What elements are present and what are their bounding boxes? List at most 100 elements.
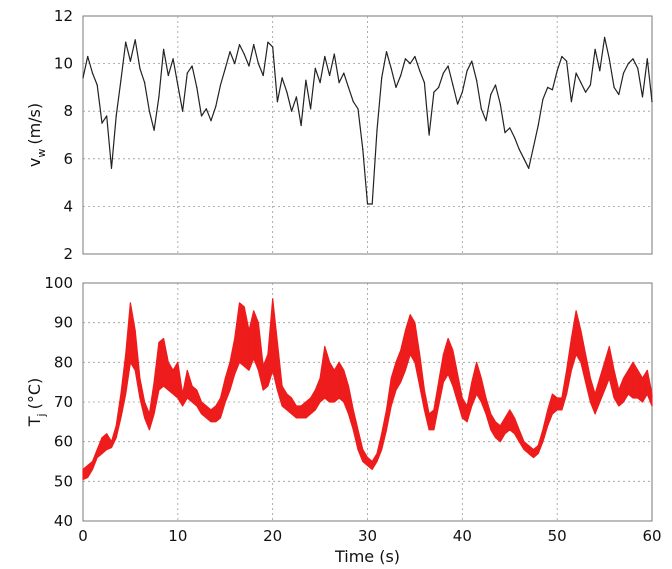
wind-speed-point <box>338 82 340 84</box>
wind-speed-point <box>300 124 302 127</box>
junction-temperature-series <box>82 298 653 480</box>
wind-speed-point <box>333 53 335 55</box>
wind-speed-point <box>646 58 648 60</box>
wind-speed-point <box>328 74 331 77</box>
wind-speed-point <box>613 86 615 88</box>
junction-temperature-panel: 40 50 60 70 80 90 100 0 10 20 30 40 50 60 Tj (°C) Tim… <box>25 274 662 566</box>
wind-speed-point <box>210 120 212 122</box>
wind-speed-point <box>419 70 421 72</box>
wind-speed-y-tick-label: 10 <box>54 55 73 73</box>
wind-speed-y-tick-label: 4 <box>63 197 73 215</box>
wind-speed-point <box>651 101 653 103</box>
wind-speed-point <box>352 101 354 103</box>
wind-speed-point <box>395 86 397 88</box>
wind-speed-point <box>248 65 250 67</box>
junction-temperature-y-tick-label: 70 <box>54 393 73 411</box>
wind-speed-point <box>253 43 255 46</box>
wind-speed-point <box>229 51 231 53</box>
wind-speed-series <box>82 36 653 205</box>
time-x-axis-label: Time (s) <box>334 547 400 566</box>
wind-speed-point <box>272 46 274 48</box>
wind-speed-point <box>594 48 596 50</box>
wind-speed-point <box>134 39 136 41</box>
wind-speed-point <box>139 67 141 69</box>
wind-speed-panel: 2 4 6 8 10 12 vw (m/s) <box>25 7 653 263</box>
junction-temperature-y-tick-label: 90 <box>54 314 73 332</box>
wind-speed-point <box>376 129 378 131</box>
wind-speed-point <box>262 74 264 77</box>
wind-speed-point <box>461 91 463 93</box>
wind-speed-point <box>196 86 198 88</box>
wind-speed-point <box>366 203 369 205</box>
wind-speed-point <box>167 74 169 77</box>
wind-speed-point <box>267 41 269 43</box>
wind-speed-point <box>357 108 359 110</box>
wind-speed-point <box>532 146 535 148</box>
wind-speed-point <box>286 91 288 93</box>
wind-speed-point <box>106 115 108 117</box>
wind-speed-point <box>637 67 639 69</box>
wind-speed-point <box>186 72 188 74</box>
wind-speed-point <box>390 67 392 69</box>
wind-speed-point <box>305 79 307 81</box>
wind-speed-point <box>537 124 539 127</box>
wind-speed-point <box>310 108 312 110</box>
junction-temperature-y-tick-label: 60 <box>54 433 73 451</box>
wind-speed-point <box>319 82 321 84</box>
wind-speed-point <box>523 158 525 160</box>
wind-speed-point <box>447 65 449 67</box>
wind-speed-y-tick-label: 8 <box>63 102 73 120</box>
wind-speed-point <box>362 148 364 150</box>
wind-speed-point <box>200 115 203 117</box>
wind-speed-point <box>490 93 492 96</box>
junction-temperature-y-label-symbol: T <box>25 416 44 427</box>
wind-speed-point <box>144 82 146 84</box>
wind-speed-point <box>580 82 582 84</box>
wind-speed-point <box>608 58 610 60</box>
wind-speed-y-axis-label: vw (m/s) <box>25 103 48 167</box>
wind-speed-point <box>442 72 444 74</box>
wind-speed-point <box>547 86 549 88</box>
wind-speed-point <box>632 58 634 60</box>
wind-speed-point <box>291 110 293 112</box>
wind-speed-point <box>115 115 117 117</box>
wind-speed-point <box>281 77 283 79</box>
wind-speed-point <box>314 67 316 69</box>
time-x-tick-label: 40 <box>453 527 472 545</box>
wind-speed-point <box>243 53 245 55</box>
wind-speed-point <box>82 77 84 79</box>
wind-speed-y-label-subscript: w <box>35 149 48 158</box>
wind-speed-point <box>561 55 563 58</box>
wind-speed-point <box>603 36 606 39</box>
wind-speed-point <box>585 91 587 93</box>
wind-speed-point <box>205 108 207 110</box>
wind-speed-point <box>409 63 411 65</box>
wind-speed-point <box>485 120 487 122</box>
junction-temperature-y-ticks: 40 50 60 70 80 90 100 <box>44 274 73 530</box>
wind-speed-y-tick-label: 2 <box>63 245 73 263</box>
wind-speed-point <box>343 72 345 74</box>
wind-speed-point <box>575 72 577 74</box>
junction-temperature-y-axis-label: Tj (°C) <box>25 378 48 428</box>
wind-speed-point <box>414 55 416 58</box>
wind-speed-point <box>551 89 554 91</box>
wind-speed-point <box>438 86 440 88</box>
wind-speed-point <box>641 96 644 98</box>
time-x-tick-label: 20 <box>263 527 282 545</box>
wind-speed-y-label-unit: (m/s) <box>25 103 44 145</box>
junction-temperature-x-ticks: 0 10 20 30 40 50 60 <box>78 527 661 545</box>
wind-speed-point <box>181 110 184 112</box>
wind-speed-point <box>466 70 468 72</box>
wind-speed-point <box>224 67 226 69</box>
wind-speed-y-tick-label: 12 <box>54 7 73 25</box>
wind-speed-point <box>120 79 122 81</box>
wind-speed-point <box>423 82 425 84</box>
junction-temperature-y-tick-label: 100 <box>44 274 73 292</box>
wind-speed-point <box>234 63 236 65</box>
wind-speed-point <box>238 43 241 46</box>
wind-speed-point <box>566 60 568 62</box>
wind-speed-point <box>618 93 620 96</box>
wind-speed-point <box>191 65 193 67</box>
wind-speed-point <box>542 98 544 100</box>
wind-speed-point <box>177 84 179 86</box>
